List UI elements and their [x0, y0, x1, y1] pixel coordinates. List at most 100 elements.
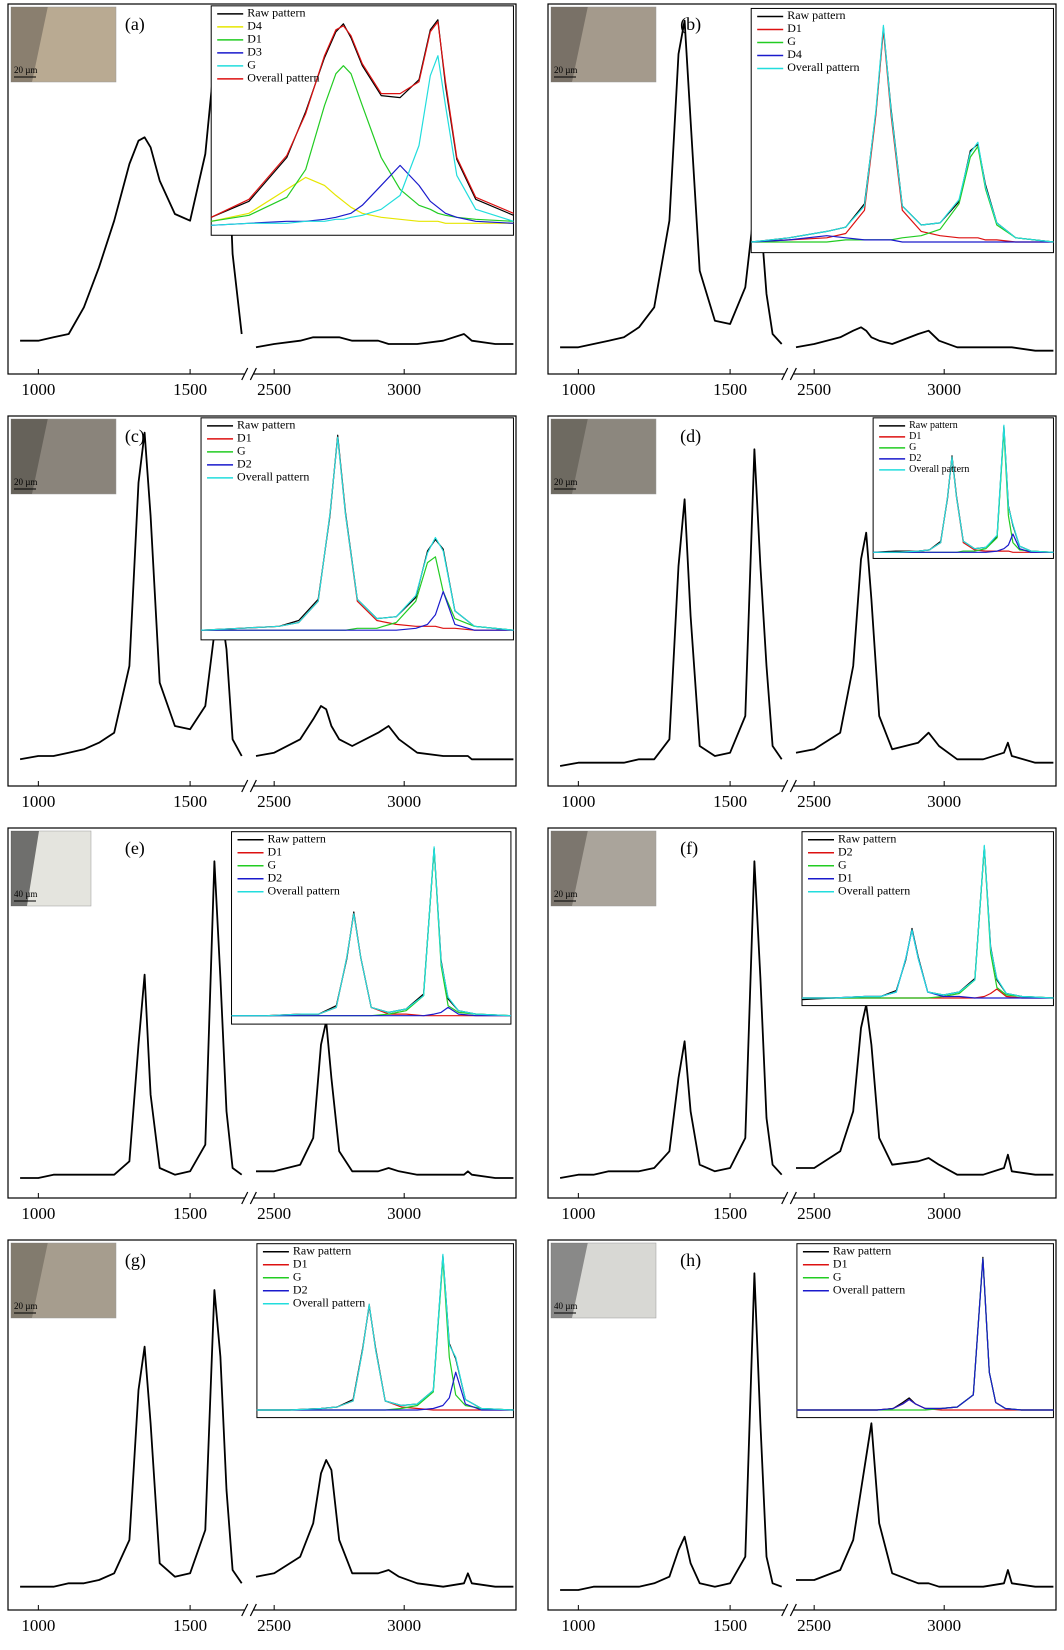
- inset-frame: [796, 1243, 1054, 1419]
- spectrum-line: [20, 1289, 514, 1588]
- legend-label: Raw pattern: [237, 418, 295, 432]
- x-tick-label: 1000: [561, 1204, 595, 1223]
- panel-label: (b): [680, 14, 701, 35]
- inset-frame: [801, 831, 1054, 1007]
- inset-line: [751, 145, 1054, 243]
- x-tick-label: 1500: [173, 380, 207, 399]
- inset-line: [211, 55, 514, 226]
- legend-label: D1: [833, 1256, 848, 1270]
- panel-label: (h): [680, 1250, 701, 1271]
- panel-label: (d): [680, 426, 701, 447]
- legend-label: D2: [838, 844, 853, 858]
- legend-label: D1: [909, 431, 921, 442]
- inset-line: [796, 1258, 1054, 1411]
- x-tick-label: 1500: [173, 792, 207, 811]
- legend-label: Overall pattern: [268, 883, 340, 897]
- panel: 1000 1500 2500 3000 20 µm (d) Raw patternD1GD2…: [547, 415, 1057, 811]
- legend-label: D1: [268, 844, 283, 858]
- panel: 1000 1500 2500 3000 20 µm (c) Raw patternD1GD2…: [7, 415, 517, 811]
- axis-break-gap: [784, 783, 794, 789]
- legend-label: D4: [787, 47, 802, 61]
- x-tick-label: 2500: [257, 1616, 291, 1635]
- x-tick-label: 2500: [797, 1616, 831, 1635]
- scale-label: 20 µm: [14, 65, 37, 75]
- panel-label: (f): [680, 838, 698, 859]
- plot-frame: [547, 827, 1057, 1199]
- legend-label: D1: [247, 32, 262, 46]
- scale-label: 20 µm: [554, 477, 577, 487]
- spectrum-line: [559, 860, 1054, 1179]
- legend-label: Overall pattern: [838, 883, 910, 897]
- x-tick-label: 1500: [713, 380, 747, 399]
- axis-break-gap: [784, 371, 794, 377]
- legend-label: D3: [247, 45, 262, 59]
- panel-label: (g): [125, 1250, 146, 1271]
- axis-break-mark: [241, 1603, 249, 1617]
- legend-label: Raw pattern: [833, 1243, 891, 1257]
- legend-label: G: [787, 34, 796, 48]
- inset-frame: [200, 417, 514, 641]
- axis-break-mark: [249, 1603, 257, 1617]
- plot-frame: [547, 1239, 1057, 1611]
- x-tick-label: 1000: [21, 792, 55, 811]
- legend-label: Raw pattern: [909, 420, 958, 431]
- micrograph-shade: [11, 7, 48, 82]
- inset-line: [210, 21, 514, 218]
- panel: 1000 1500 2500 3000 40 µm (e) Raw patternD1GD2…: [7, 827, 517, 1223]
- legend-label: G: [237, 444, 246, 458]
- legend-label: D1: [838, 870, 853, 884]
- plot-frame: [7, 1239, 517, 1611]
- x-tick-label: 3000: [927, 1616, 961, 1635]
- legend-label: D1: [237, 431, 252, 445]
- x-tick-label: 1500: [713, 792, 747, 811]
- axis-break-mark: [249, 1191, 257, 1205]
- spectrum-line: [20, 860, 514, 1179]
- legend-label: D1: [293, 1256, 308, 1270]
- scale-label: 20 µm: [554, 889, 577, 899]
- panel: 1000 1500 2500 3000 20 µm (g) Raw patternD1GD2…: [7, 1239, 517, 1635]
- micrograph-shade: [551, 831, 588, 906]
- plot-frame: [7, 415, 517, 787]
- inset-frame: [750, 7, 1054, 254]
- x-tick-label: 1500: [173, 1204, 207, 1223]
- inset-line: [751, 29, 1054, 243]
- axis-break-mark: [781, 779, 789, 793]
- legend-label: D2: [909, 453, 921, 464]
- inset-line: [211, 65, 514, 222]
- micrograph-shade: [551, 7, 588, 82]
- x-tick-label: 3000: [387, 1616, 421, 1635]
- legend-label: G: [833, 1269, 842, 1283]
- micrograph-shade: [551, 419, 588, 494]
- inset-line: [201, 591, 514, 631]
- legend-label: Overall pattern: [787, 60, 859, 74]
- micrograph-shade: [11, 1243, 48, 1318]
- scale-label: 40 µm: [554, 1301, 577, 1311]
- panel: 1000 1500 2500 3000 20 µm (a) Raw patternD4D1D…: [7, 3, 517, 399]
- legend-label: Overall pattern: [909, 464, 969, 475]
- plot-frame: [7, 827, 517, 1199]
- legend-label: Overall pattern: [237, 470, 309, 484]
- legend-label: G: [268, 857, 277, 871]
- axis-break-mark: [789, 367, 797, 381]
- inset-line: [256, 1253, 514, 1411]
- x-tick-label: 1500: [713, 1616, 747, 1635]
- spectrum-line: [560, 1272, 1054, 1591]
- plot-frame: [547, 415, 1057, 787]
- axis-break-mark: [249, 367, 257, 381]
- axis-break-gap: [784, 1607, 794, 1613]
- inset-line: [802, 844, 1054, 999]
- micrograph-shade: [11, 831, 39, 906]
- axis-break-mark: [241, 1191, 249, 1205]
- scale-label: 20 µm: [554, 65, 577, 75]
- x-tick-label: 2500: [797, 380, 831, 399]
- inset-line: [231, 1006, 511, 1017]
- x-tick-label: 2500: [797, 1204, 831, 1223]
- inset-frame: [210, 5, 514, 236]
- legend-label: D2: [268, 870, 283, 884]
- plot-frame: [547, 3, 1057, 375]
- x-tick-label: 2500: [257, 1204, 291, 1223]
- x-tick-label: 1000: [21, 1204, 55, 1223]
- axis-break-mark: [789, 1603, 797, 1617]
- legend-label: Overall pattern: [293, 1295, 365, 1309]
